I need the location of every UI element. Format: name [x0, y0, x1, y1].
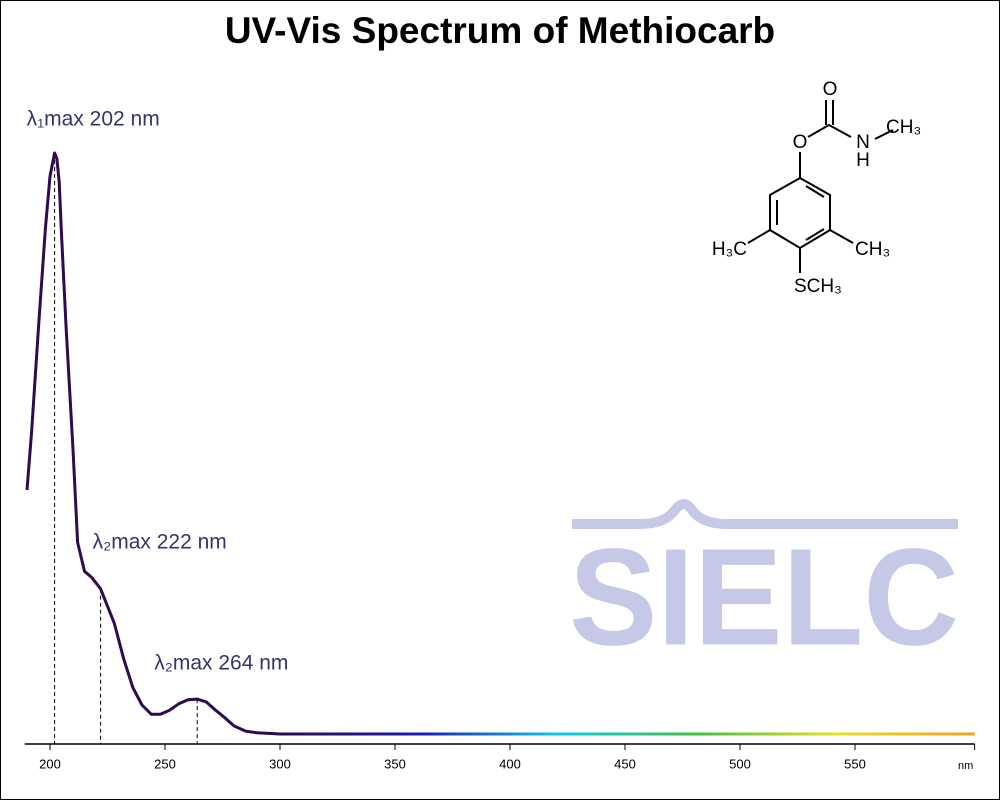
peak-label: λ₂max 264 nm: [154, 652, 288, 675]
x-tick-label: 250: [154, 756, 176, 771]
watermark-text: SIELC: [569, 520, 959, 674]
atom-label: CH₃: [886, 117, 921, 138]
watermark: SIELC: [569, 499, 959, 674]
atom-label: H₃C: [712, 239, 747, 260]
atom-label: SCH₃: [794, 276, 842, 297]
spectrum-line: [25, 151, 975, 736]
x-tick-label: 300: [269, 756, 291, 771]
atom-label: O: [823, 79, 838, 100]
ring-double-bonds: [776, 185, 825, 241]
atom-label: O: [793, 132, 808, 153]
x-tick-label: 500: [729, 756, 751, 771]
x-tick-label: 200: [39, 756, 61, 771]
atom-label: H: [856, 150, 870, 171]
watermark-arc: [572, 499, 958, 529]
peak-label: λ₂max 222 nm: [93, 530, 227, 553]
x-tick-label: 400: [499, 756, 521, 771]
chart-title: UV-Vis Spectrum of Methiocarb: [225, 10, 775, 51]
x-tick-label: 450: [614, 756, 636, 771]
atom-label: N: [856, 132, 870, 153]
molecule: O O N H CH₃ H₃C CH₃ SCH₃: [712, 79, 921, 297]
bonds: [747, 100, 894, 273]
peak-label: λ₁max 202 nm: [27, 108, 160, 131]
x-tick-label: 350: [384, 756, 406, 771]
x-tick-label: 550: [844, 756, 866, 771]
x-unit-label: nm: [958, 760, 973, 772]
atom-label: CH₃: [855, 239, 890, 260]
